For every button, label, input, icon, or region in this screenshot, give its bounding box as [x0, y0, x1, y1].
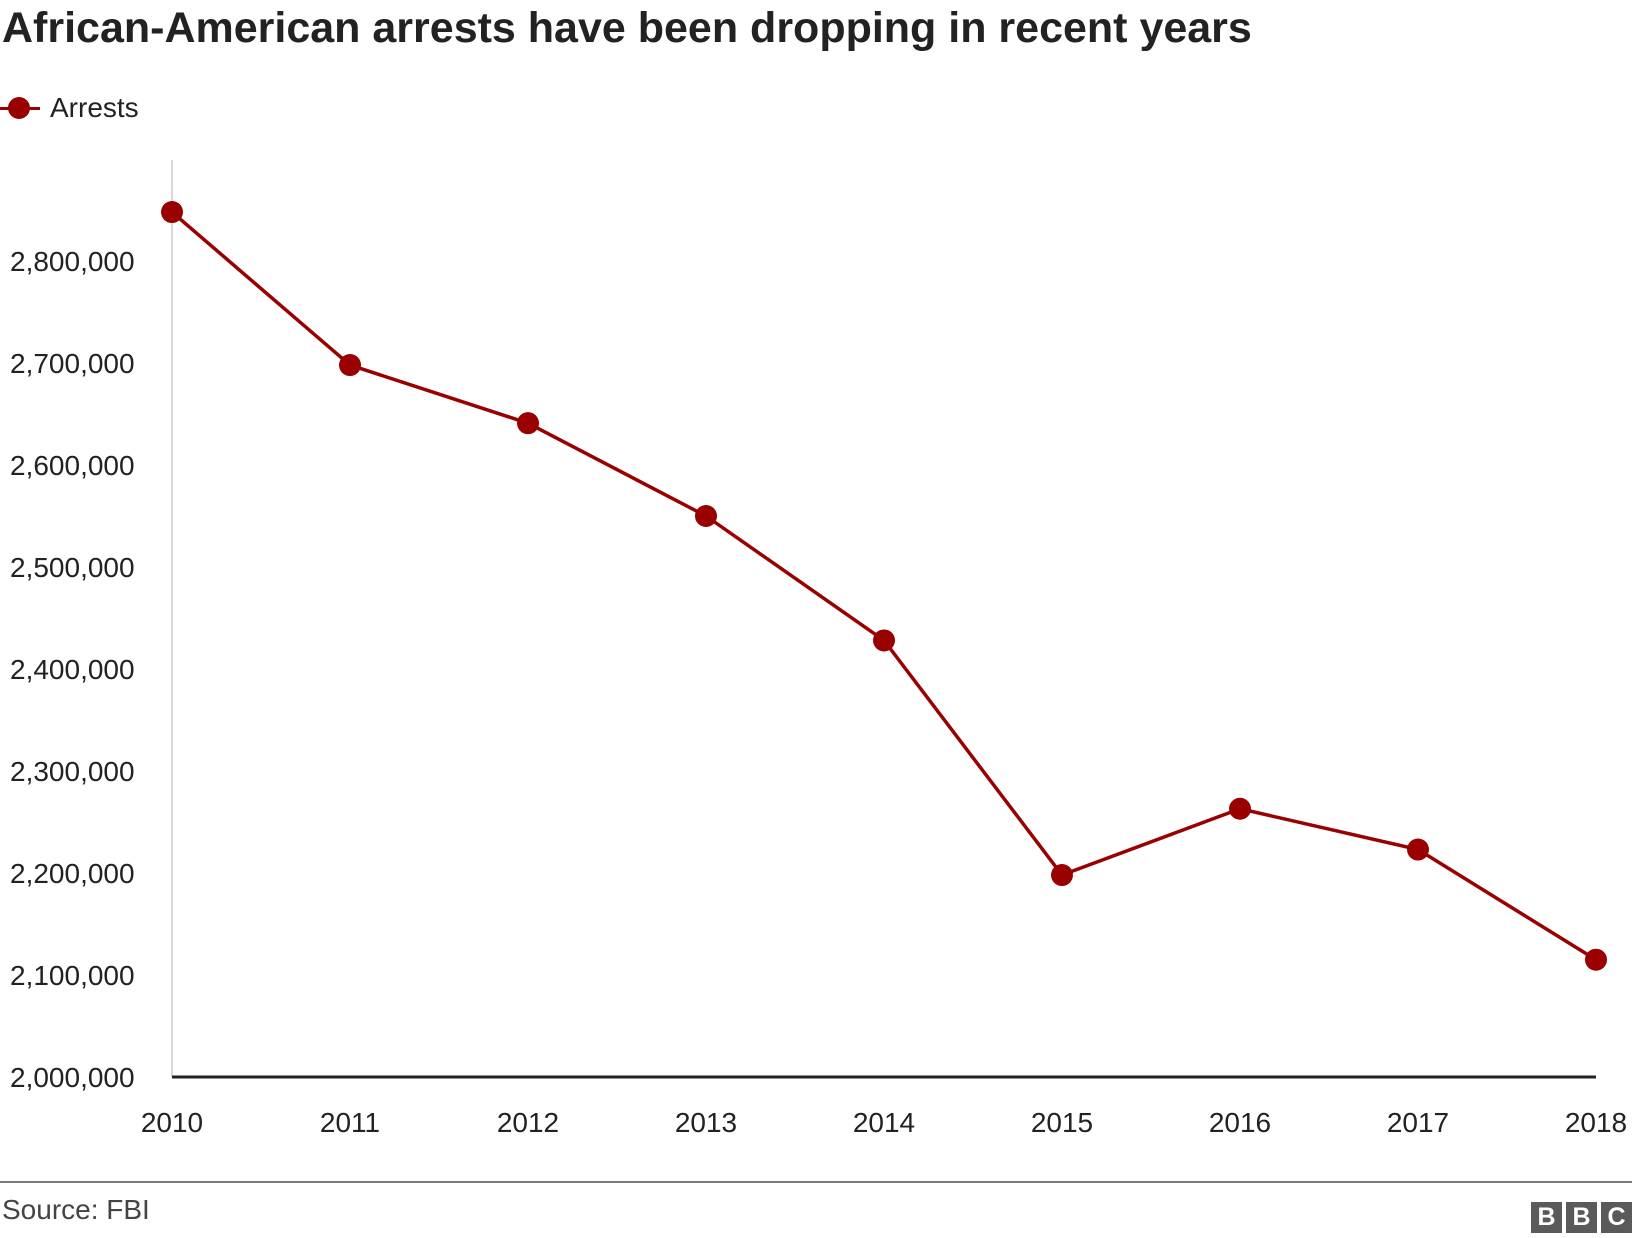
logo-letter: B	[1566, 1202, 1597, 1233]
y-tick-label: 2,500,000	[10, 552, 135, 583]
x-tick-label: 2011	[320, 1107, 380, 1138]
legend: Arrests	[0, 88, 139, 128]
data-point	[1407, 838, 1429, 861]
data-point	[695, 505, 717, 527]
y-tick-label: 2,400,000	[10, 654, 135, 685]
y-tick-label: 2,600,000	[10, 450, 135, 481]
chart-marks	[161, 201, 1607, 971]
data-point	[1585, 948, 1607, 971]
chart-axes: 2,000,000 2,100,000 2,200,000 2,300,000 2,40…	[10, 160, 1627, 1138]
x-tick-label: 2010	[141, 1107, 203, 1138]
x-tick-label: 2013	[675, 1107, 737, 1138]
y-tick-label: 2,300,000	[10, 756, 135, 787]
logo-letter: C	[1601, 1202, 1632, 1233]
legend-marker-icon	[0, 88, 40, 128]
footer-divider	[0, 1181, 1632, 1183]
y-tick-label: 2,800,000	[10, 246, 135, 277]
data-point	[1229, 797, 1251, 820]
x-tick-label: 2015	[1031, 1107, 1093, 1138]
y-tick-label: 2,100,000	[10, 960, 135, 991]
legend-label: Arrests	[50, 92, 139, 123]
x-tick-label: 2017	[1387, 1107, 1449, 1138]
legend-dot-swatch	[8, 97, 30, 119]
line-chart: 2,000,000 2,100,000 2,200,000 2,300,000 2,40…	[10, 160, 1627, 1138]
x-tick-label: 2016	[1209, 1107, 1271, 1138]
data-point	[161, 201, 183, 224]
chart-title: African-American arrests have been dropp…	[2, 4, 1252, 52]
y-tick-label: 2,700,000	[10, 348, 135, 379]
data-point	[1051, 864, 1073, 887]
source-note: Source: FBI	[2, 1194, 150, 1225]
data-point	[339, 354, 361, 377]
data-point	[517, 412, 539, 435]
bbc-logo: B B C	[1531, 1202, 1632, 1233]
data-point	[873, 629, 895, 652]
x-tick-label: 2014	[853, 1107, 915, 1138]
y-tick-label: 2,000,000	[10, 1062, 135, 1093]
y-tick-label: 2,200,000	[10, 858, 135, 889]
series-line-arrests	[170, 210, 1597, 962]
x-tick-label: 2018	[1565, 1107, 1627, 1138]
logo-letter: B	[1531, 1202, 1562, 1233]
x-tick-label: 2012	[497, 1107, 559, 1138]
